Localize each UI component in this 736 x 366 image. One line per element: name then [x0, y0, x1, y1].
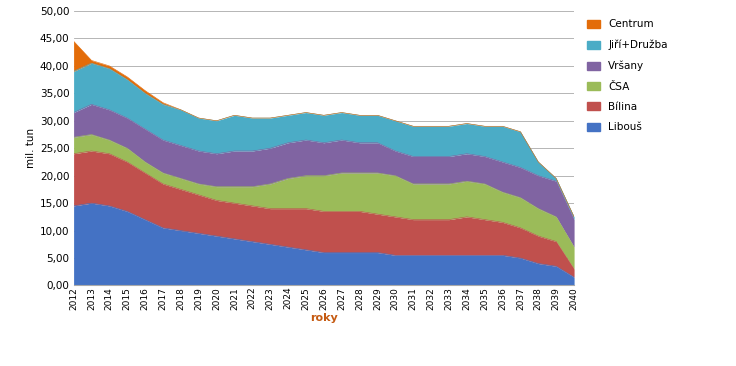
Legend: Centrum, Jiří+Družba, Vršany, ČSA, Bílina, Libouš: Centrum, Jiří+Družba, Vršany, ČSA, Bílin…: [584, 16, 671, 135]
Y-axis label: mil. tun: mil. tun: [26, 128, 35, 168]
X-axis label: roky: roky: [310, 313, 338, 322]
